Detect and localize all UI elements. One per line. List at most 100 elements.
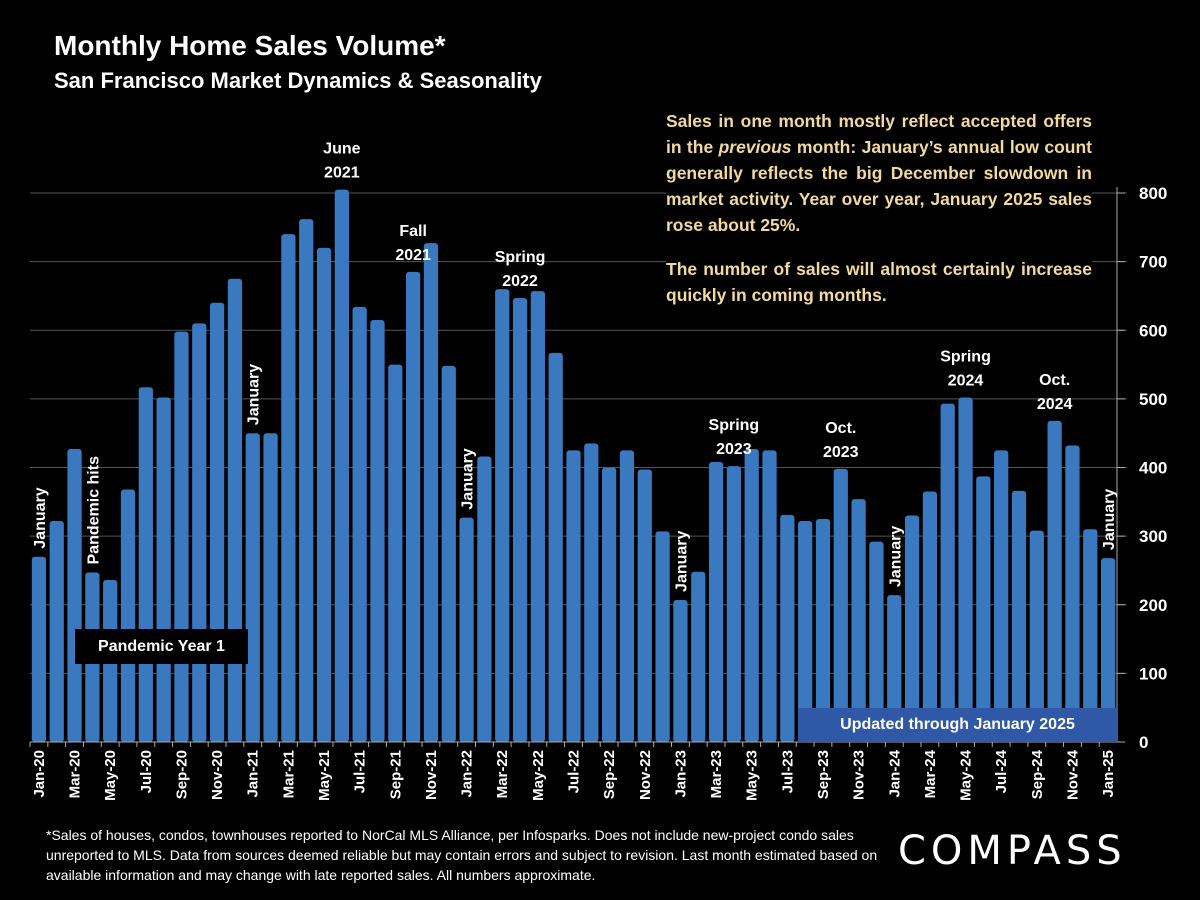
bar-Jun-20 xyxy=(120,489,136,742)
annotation-label: January xyxy=(460,448,477,509)
footnote: *Sales of houses, condos, townhouses rep… xyxy=(46,827,878,883)
x-tick-label: May-21 xyxy=(316,750,333,801)
annotation-label: January xyxy=(246,364,263,425)
bar-Oct-23 xyxy=(833,468,848,742)
x-tick-label: Jul-24 xyxy=(993,749,1010,793)
x-tick-label: Jan-20 xyxy=(31,750,48,798)
bar-May-24 xyxy=(958,397,973,742)
bars xyxy=(31,189,1116,743)
bar-Jan-23 xyxy=(673,599,688,742)
annotation-line: 2021 xyxy=(395,247,431,264)
updated-through-label: Updated through January 2025 xyxy=(798,708,1117,742)
bar-Mar-21 xyxy=(281,234,296,743)
annotation-label: Fall 2021 xyxy=(395,223,431,264)
annotation-line: 2023 xyxy=(823,444,859,461)
bar-Nov-21 xyxy=(423,243,439,742)
bar-Jul-21 xyxy=(352,306,367,742)
bar-Feb-24 xyxy=(904,515,920,742)
bar-Aug-22 xyxy=(584,443,599,742)
x-tick-label: Nov-21 xyxy=(423,750,440,800)
bar-Apr-24 xyxy=(940,403,955,742)
commentary-note: Sales in one month mostly reflect accept… xyxy=(666,108,1092,326)
chart-title: Monthly Home Sales Volume* xyxy=(54,30,446,61)
x-tick-label: Sep-23 xyxy=(815,750,832,799)
bar-May-21 xyxy=(316,247,332,742)
x-tick-label: Nov-24 xyxy=(1064,749,1081,800)
bar-Jan-25 xyxy=(1100,558,1116,742)
x-tick-label: May-22 xyxy=(530,750,547,801)
bar-Jul-20 xyxy=(138,387,153,742)
x-tick-label: Mar-20 xyxy=(67,750,84,798)
annotation-line: Fall xyxy=(399,223,427,240)
y-tick-label: 600 xyxy=(1139,321,1167,340)
y-axis: 0 100 200 300 400 500 600 700 800 xyxy=(30,184,1167,752)
x-tick-label: Sep-20 xyxy=(173,750,190,799)
x-tick-label: Nov-22 xyxy=(637,750,654,800)
bar-Apr-21 xyxy=(299,219,314,742)
bar-Jun-22 xyxy=(548,352,563,742)
x-tick-label: Sep-21 xyxy=(387,750,404,799)
x-tick-label: May-24 xyxy=(958,749,975,801)
annotation-line: 2024 xyxy=(948,373,984,390)
annotation-label: January xyxy=(887,526,904,587)
x-tick-label: May-20 xyxy=(102,750,119,801)
bar-Jul-24 xyxy=(994,450,1009,742)
x-tick-label: Jan-24 xyxy=(886,749,903,797)
bar-Mar-23 xyxy=(708,462,724,742)
bar-Dec-22 xyxy=(655,531,670,742)
bar-Mar-24 xyxy=(922,491,938,742)
x-tick-label: Mar-23 xyxy=(708,750,725,798)
bar-Jun-23 xyxy=(762,450,777,742)
annotation-label: Pandemic hits xyxy=(85,456,102,565)
bar-Nov-22 xyxy=(637,469,652,742)
annotation-label: Spring 2023 xyxy=(709,417,760,458)
bar-Feb-20 xyxy=(49,521,64,742)
bar-Sep-21 xyxy=(388,364,403,742)
x-tick-label: Jan-21 xyxy=(245,750,262,798)
x-tick-label: Jul-23 xyxy=(779,750,796,793)
bar-Feb-21 xyxy=(263,433,278,742)
bar-Jun-24 xyxy=(976,476,991,742)
bar-Mar-20 xyxy=(67,448,82,742)
x-tick-label: Nov-23 xyxy=(851,750,868,800)
x-tick-label: Jul-20 xyxy=(138,750,155,793)
x-tick-label: Mar-21 xyxy=(280,750,297,798)
bar-Oct-22 xyxy=(619,450,635,742)
annotation-label: January xyxy=(673,530,690,591)
bar-Apr-23 xyxy=(726,466,742,742)
y-tick-label: 100 xyxy=(1139,664,1167,683)
y-tick-label: 400 xyxy=(1139,459,1167,478)
bar-Jan-22 xyxy=(459,517,474,742)
x-tick-label: Mar-24 xyxy=(922,749,939,798)
annotation-label: Spring 2024 xyxy=(940,349,991,390)
bar-Nov-20 xyxy=(209,302,225,742)
annotation-line: 2024 xyxy=(1037,396,1073,413)
bar-Nov-24 xyxy=(1065,445,1080,742)
x-tick-label: Sep-24 xyxy=(1029,749,1046,799)
pandemic-year-label: Pandemic Year 1 xyxy=(75,629,248,664)
annotation-label: June 2021 xyxy=(323,141,360,182)
bar-Oct-21 xyxy=(405,271,421,742)
bar-Feb-23 xyxy=(691,571,706,742)
x-tick-label: Jan-25 xyxy=(1100,750,1117,798)
x-tick-label: Jan-22 xyxy=(459,750,476,798)
y-tick-label: 700 xyxy=(1139,253,1167,272)
annotation-label: Oct. 2024 xyxy=(1037,372,1073,413)
bar-Jul-23 xyxy=(780,514,795,742)
annotation-label: January xyxy=(1101,489,1118,550)
x-tick-label: Jul-22 xyxy=(566,750,583,793)
bar-Dec-20 xyxy=(227,278,243,742)
bar-Sep-22 xyxy=(602,467,617,742)
bar-Dec-23 xyxy=(869,541,884,742)
bar-Oct-24 xyxy=(1047,420,1062,742)
x-tick-label: Jul-21 xyxy=(352,750,369,793)
bar-Jan-21 xyxy=(245,433,260,742)
bar-Jun-21 xyxy=(334,189,349,743)
bar-Aug-23 xyxy=(798,521,813,742)
annotation-line: 2022 xyxy=(502,273,538,290)
annotations: January Pandemic hits January June 2021 Fall 2… xyxy=(32,141,1118,592)
note-paragraph-2: The number of sales will almost certainl… xyxy=(666,259,1092,305)
annotation-line: Spring xyxy=(940,349,991,366)
bar-Dec-24 xyxy=(1083,529,1098,742)
